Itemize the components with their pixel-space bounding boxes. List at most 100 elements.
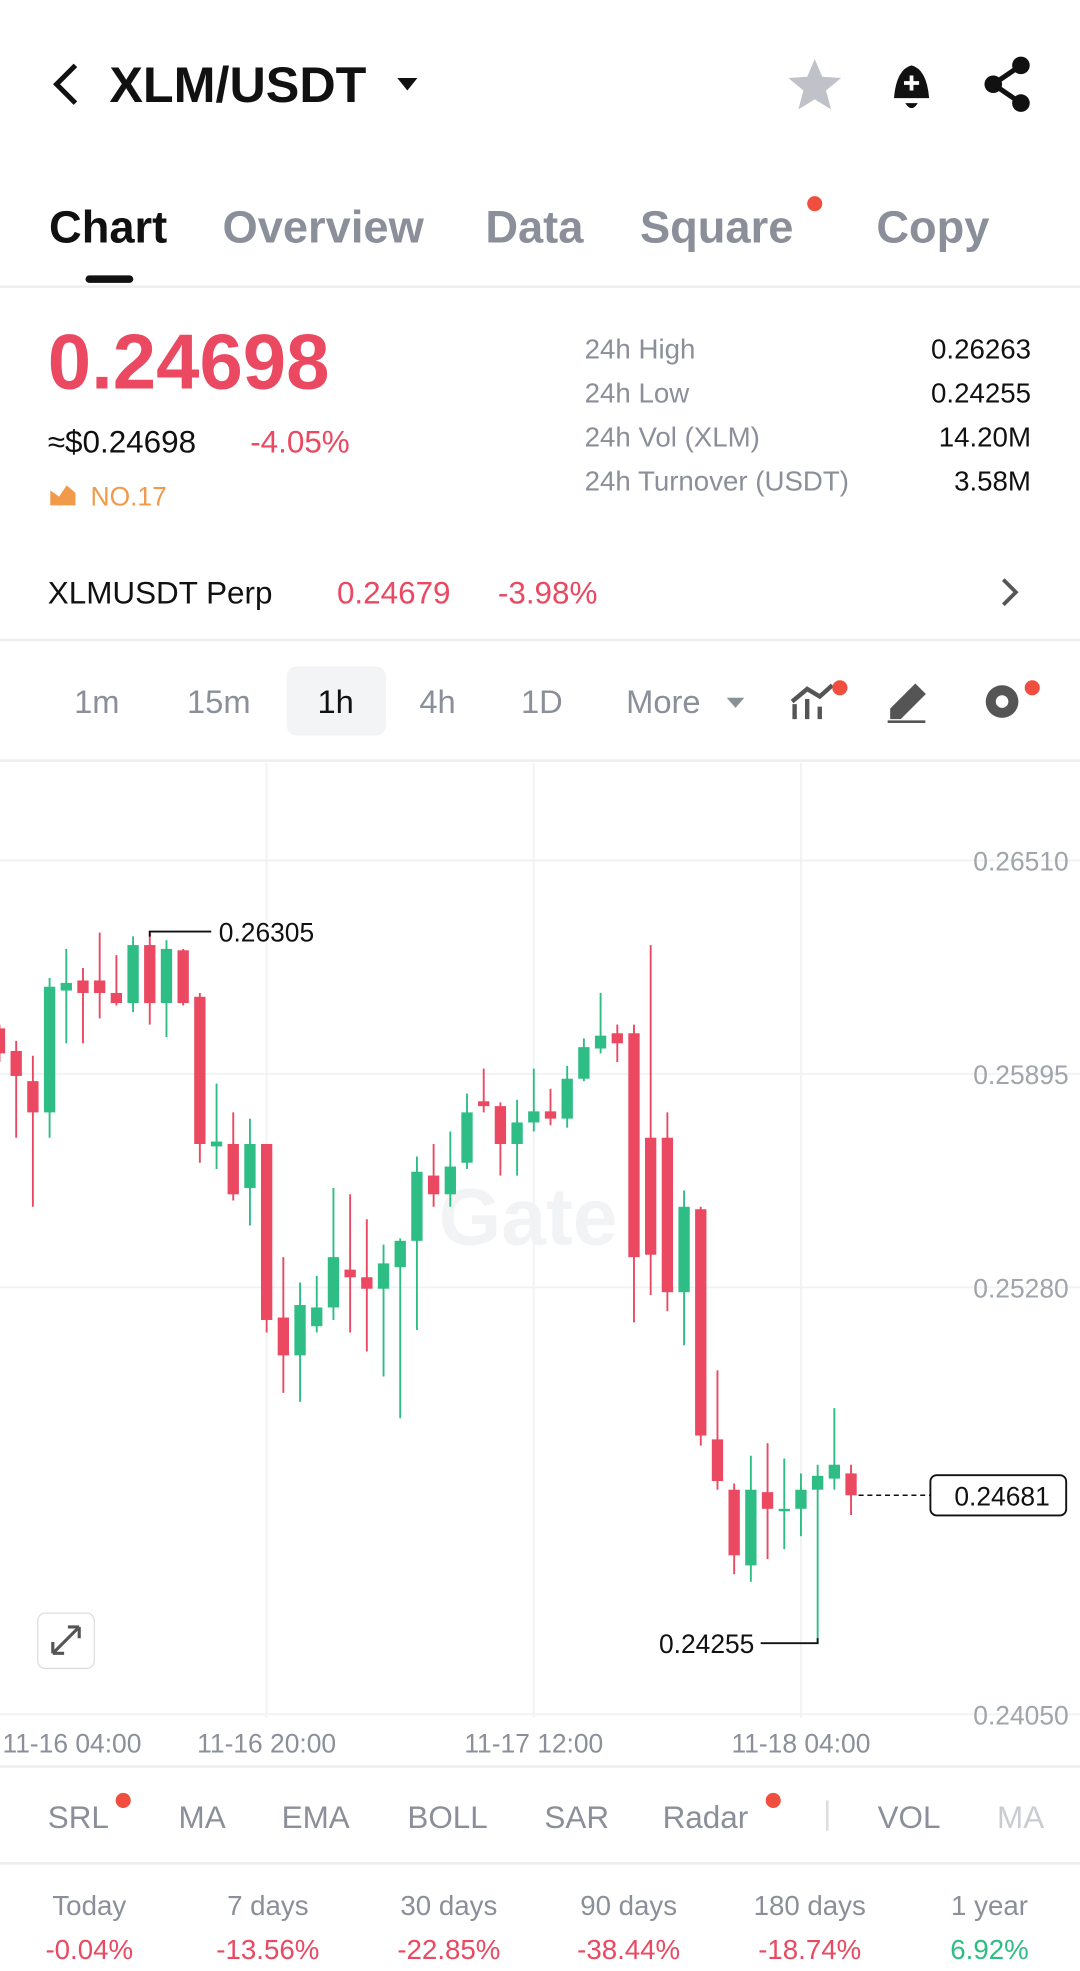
price-change: -4.05% — [250, 425, 350, 460]
candle-body — [377, 1263, 390, 1289]
pair-dropdown[interactable] — [397, 77, 418, 91]
candle-body — [311, 1307, 323, 1327]
candle-body — [795, 1489, 807, 1509]
tab[interactable]: Square — [640, 202, 793, 253]
indicator-icon[interactable] — [790, 683, 834, 720]
candle-body — [394, 1240, 406, 1268]
last-price-box — [929, 1474, 1068, 1517]
indicator-tab[interactable]: VOL — [878, 1800, 941, 1835]
candle-body — [60, 982, 72, 991]
share-icon[interactable] — [984, 56, 1030, 112]
candle-body — [43, 986, 56, 1113]
candle-body — [27, 1081, 39, 1113]
candle-body — [544, 1111, 557, 1119]
interval[interactable]: 15m — [187, 683, 251, 720]
candle-body — [561, 1078, 573, 1119]
candle-body — [678, 1206, 690, 1293]
max-label: 0.26305 — [219, 918, 314, 948]
candle-body — [427, 1175, 440, 1195]
interval[interactable]: 1D — [521, 683, 563, 720]
tab[interactable]: Data — [485, 202, 584, 253]
candle-body — [227, 1143, 239, 1195]
x-tick-label: 11-16 20:00 — [197, 1729, 336, 1759]
perp-arrow[interactable] — [1001, 578, 1019, 607]
badge-dot — [807, 196, 823, 212]
indicator-tab[interactable]: SAR — [544, 1800, 609, 1835]
back-button[interactable] — [53, 63, 78, 105]
candle-body — [728, 1489, 740, 1556]
more-caret[interactable] — [726, 697, 745, 708]
candle-body — [745, 1489, 757, 1566]
interval[interactable]: 1m — [74, 683, 119, 720]
badge-dot — [832, 680, 848, 696]
candle-body — [645, 1137, 657, 1255]
perp-name[interactable]: XLMUSDT Perp — [48, 576, 273, 611]
candle-body — [828, 1464, 841, 1479]
candle-body — [461, 1112, 473, 1163]
stat-label: 24h Vol (XLM) — [585, 421, 760, 452]
perp-change: -3.98% — [498, 576, 598, 611]
candle-body — [361, 1277, 373, 1289]
tab-indicator — [85, 275, 134, 283]
indicator-tab[interactable]: EMA — [282, 1800, 350, 1835]
period-label: 30 days — [400, 1890, 497, 1921]
indicator-tab[interactable]: MA — [997, 1800, 1044, 1835]
indicator-tab[interactable]: SRL — [48, 1800, 109, 1835]
period-label: 90 days — [580, 1890, 677, 1921]
candle-body — [277, 1317, 290, 1356]
candle-body — [260, 1143, 273, 1320]
stat-value: 3.58M — [954, 465, 1031, 496]
pair-title[interactable]: XLM/USDT — [109, 56, 366, 113]
settings-icon-hole — [995, 695, 1009, 708]
candle-body — [761, 1492, 774, 1509]
min-label: 0.24255 — [659, 1629, 754, 1659]
tab[interactable]: Overview — [223, 202, 425, 253]
interval-selected-bg — [286, 666, 386, 736]
x-tick-label: 11-16 04:00 — [3, 1729, 142, 1759]
interval[interactable]: More — [626, 683, 700, 720]
candle-body — [594, 1035, 607, 1049]
candle-body — [611, 1033, 623, 1044]
badge-dot — [1024, 680, 1040, 696]
candle-body — [845, 1473, 857, 1496]
candle-body — [244, 1143, 256, 1189]
interval[interactable]: 1h — [318, 683, 354, 720]
candle-body — [77, 980, 89, 993]
period-label: Today — [52, 1890, 126, 1921]
indicator-tab[interactable]: Radar — [663, 1800, 749, 1835]
interval[interactable]: 4h — [419, 683, 455, 720]
y-tick-label: 0.25280 — [973, 1273, 1068, 1303]
alert-plus — [903, 75, 920, 91]
candle-body — [0, 1028, 6, 1054]
candle-body — [327, 1257, 340, 1308]
candle-body — [110, 992, 123, 1004]
stat-value: 0.24255 — [931, 377, 1031, 408]
stat-label: 24h Low — [585, 377, 691, 408]
perp-price: 0.24679 — [337, 576, 451, 611]
indicator-tab[interactable]: MA — [179, 1800, 226, 1835]
tab[interactable]: Chart — [49, 202, 167, 253]
candle-body — [177, 950, 189, 1004]
candle-body — [778, 1508, 790, 1512]
period-change: -38.44% — [577, 1934, 680, 1965]
x-tick-label: 11-18 04:00 — [731, 1729, 870, 1759]
candle-body — [578, 1047, 590, 1079]
favorite-icon[interactable] — [788, 59, 842, 110]
performance-row: Today -0.04% 7 days -13.56% 30 days -22.85% 90… — [45, 1890, 1028, 1965]
x-tick-label: 11-17 12:00 — [464, 1729, 603, 1759]
candle-body — [127, 945, 139, 1004]
candle-body — [494, 1106, 507, 1144]
y-tick-label: 0.26510 — [973, 846, 1068, 876]
candle-body — [511, 1122, 523, 1144]
candle-body — [695, 1209, 707, 1436]
tab[interactable]: Copy — [876, 202, 989, 253]
indicator-tab[interactable]: BOLL — [407, 1800, 487, 1835]
candle-body — [344, 1269, 356, 1278]
rank-icon — [50, 485, 76, 506]
candle-body — [528, 1111, 540, 1123]
draw-icon[interactable] — [887, 683, 926, 723]
expand-button[interactable] — [37, 1612, 95, 1670]
stat-label: 24h Turnover (USDT) — [585, 465, 849, 496]
period-change: 6.92% — [950, 1934, 1028, 1965]
